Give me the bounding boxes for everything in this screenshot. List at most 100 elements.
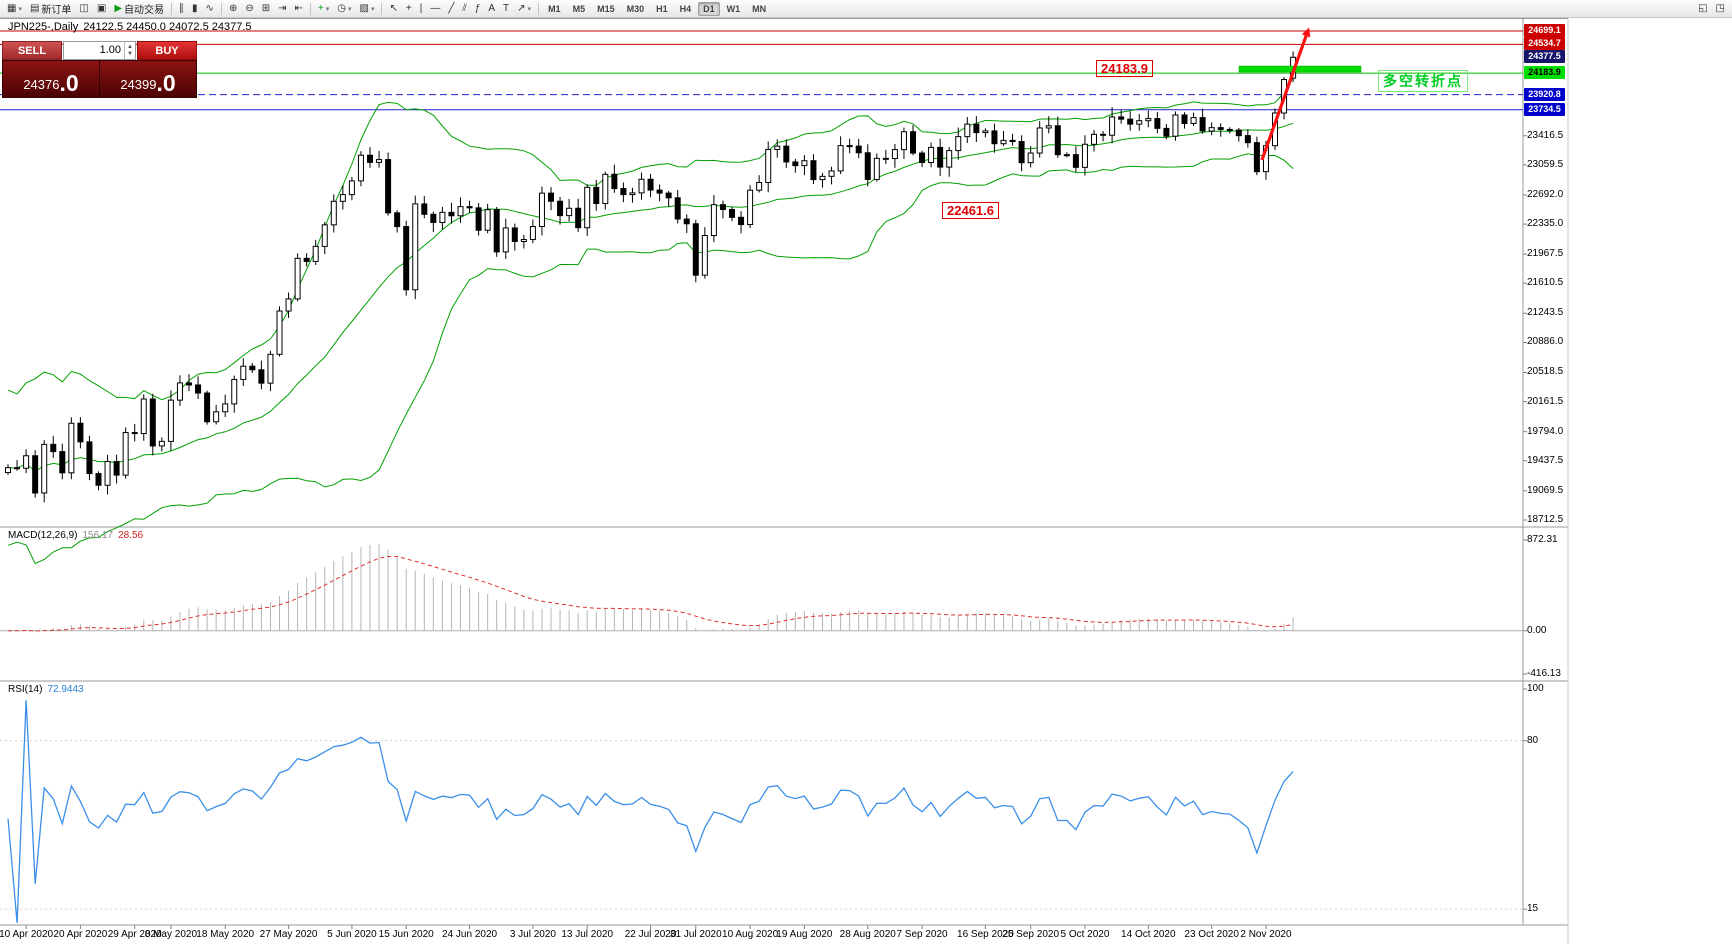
window-menu-button[interactable]: ◳	[1712, 1, 1729, 17]
price-axis-label: 23416.5	[1527, 129, 1564, 141]
stepper-up-icon[interactable]: ▲	[127, 43, 133, 50]
templates-button[interactable]: ▨ ▾	[356, 1, 379, 17]
auto-scroll-button[interactable]: ⇥	[274, 1, 290, 17]
new-order-button[interactable]: ▤ 新订单	[26, 1, 75, 17]
date-axis-label: 27 May 2020	[259, 929, 318, 940]
date-axis-label: 25 Sep 2020	[1002, 929, 1059, 940]
window-restore-button[interactable]: ◱	[1694, 1, 1711, 17]
price-axis-label: 22335.0	[1527, 218, 1564, 230]
tile-windows-button[interactable]: ⊞	[258, 1, 274, 17]
trendline-button[interactable]: ╱	[444, 1, 458, 17]
date-axis-label: 10 Aug 2020	[722, 929, 779, 940]
timeframe-m1-button[interactable]: M1	[548, 3, 561, 14]
text-button[interactable]: A	[484, 1, 499, 17]
price-axis-label: 22692.0	[1527, 188, 1564, 200]
price-axis-label: 19437.5	[1527, 454, 1564, 466]
bar-chart-icon: ∥	[179, 2, 185, 14]
date-axis-label: 28 Aug 2020	[839, 929, 896, 940]
zoom-in-button[interactable]: ⊕	[225, 1, 241, 17]
toolbar-separator	[538, 2, 540, 15]
indicators-icon: +	[317, 2, 324, 14]
new-chart-button[interactable]: ▦ ▾	[3, 1, 26, 17]
macd-axis-label: 0.00	[1527, 624, 1547, 636]
arrows-button[interactable]: ↗ ▾	[513, 1, 535, 17]
date-axis-label: 24 Jun 2020	[442, 929, 498, 940]
fibonacci-button[interactable]: ƒ	[471, 1, 485, 17]
navigator-button[interactable]: ◫	[75, 1, 92, 17]
channel-icon: ⫽	[462, 2, 467, 14]
sell-price-frac: .0	[59, 70, 79, 96]
autotrading-button[interactable]: ▶ 自动交易	[110, 1, 168, 17]
trade-panel-prices: 24376.0 24399.0	[2, 60, 197, 98]
trendline-icon: ╱	[448, 2, 455, 14]
tile-windows-icon: ⊞	[261, 2, 271, 14]
macd-name: MACD(12,26,9)	[8, 530, 78, 541]
date-axis-label: 20 Apr 2020	[53, 929, 108, 940]
date-axis-label: 5 Oct 2020	[1060, 929, 1110, 940]
dropdown-caret-icon[interactable]: ▾	[527, 5, 532, 13]
macd-axis-label: -416.13	[1527, 667, 1561, 679]
toolbar-separator	[171, 2, 173, 15]
toolbar: ▦ ▾ ▤ 新订单 ◫ ▣ ▶ 自动交易 ∥ ▮ ∿ ⊕ ⊖ ⊞ ⇥ ⇤ + ▾ ◷ ▾ ▨ ▾ ↖ + | ― ╱ ⫽ ƒ A T ↗ ▾ M1…	[0, 0, 1732, 18]
timeframe-m30-button[interactable]: M30	[626, 3, 645, 14]
chart-symbol-period: JPN225-,Daily	[8, 21, 79, 33]
indicators-button[interactable]: + ▾	[314, 1, 333, 17]
date-axis-label: 18 May 2020	[196, 929, 255, 940]
volume-input[interactable]: 1.00 ▲ ▼	[63, 41, 136, 60]
fibonacci-icon: ƒ	[474, 2, 481, 14]
templates-icon: ▨	[359, 2, 369, 14]
crosshair-icon: +	[405, 2, 412, 14]
price-axis-label: 18712.5	[1527, 514, 1564, 525]
timeframe-m5-button[interactable]: M5	[572, 3, 586, 14]
zoom-out-icon: ⊖	[245, 2, 254, 14]
crosshair-button[interactable]: +	[402, 1, 416, 17]
dropdown-caret-icon[interactable]: ▾	[18, 5, 22, 13]
horizontal-line-button[interactable]: ―	[426, 1, 444, 17]
price-axis-label: 21967.5	[1527, 248, 1564, 260]
sell-price-main: 24376	[23, 77, 60, 92]
dropdown-caret-icon[interactable]: ▾	[370, 5, 375, 13]
price-annotation-low[interactable]: 22461.6	[942, 202, 999, 219]
channel-button[interactable]: ⫽	[458, 1, 470, 17]
timeframe-m15-button[interactable]: M15	[597, 3, 615, 14]
dropdown-caret-icon[interactable]: ▾	[347, 5, 352, 13]
macd-axis-label: 872.31	[1527, 533, 1558, 545]
price-annotation-high[interactable]: 24183.9	[1096, 60, 1153, 77]
label-button[interactable]: T	[499, 1, 513, 17]
price-level-badge: 24183.9	[1524, 66, 1565, 80]
timeframe-w1-button[interactable]: W1	[726, 3, 741, 14]
bar-chart-button[interactable]: ∥	[175, 1, 188, 17]
price-axis-label: 21243.5	[1527, 307, 1564, 319]
toolbar-separator	[381, 2, 383, 15]
cursor-button[interactable]: ↖	[385, 1, 401, 17]
stepper-down-icon[interactable]: ▼	[127, 50, 133, 57]
rsi-axis-label: 15	[1527, 903, 1539, 915]
zoom-out-button[interactable]: ⊖	[241, 1, 257, 17]
date-axis-label: 31 Jul 2020	[669, 929, 722, 940]
rsi-value: 72.9443	[47, 684, 84, 695]
chart-shift-button[interactable]: ⇤	[291, 1, 307, 17]
volume-stepper[interactable]: ▲ ▼	[124, 42, 135, 59]
line-chart-button[interactable]: ∿	[202, 1, 218, 17]
terminal-button[interactable]: ▣	[93, 1, 110, 17]
dropdown-caret-icon[interactable]: ▾	[325, 5, 330, 13]
turning-point-label[interactable]: 多空转折点	[1378, 70, 1468, 92]
date-axis-label: 10 Apr 2020	[0, 929, 54, 940]
timeframe-h4-button[interactable]: H4	[679, 3, 692, 14]
timeframe-h1-button[interactable]: H1	[656, 3, 668, 14]
timeframe-mn-button[interactable]: MN	[752, 3, 767, 14]
candlestick-chart-button[interactable]: ▮	[188, 1, 202, 17]
buy-price[interactable]: 24399.0	[99, 61, 196, 97]
rsi-indicator-label: RSI(14) 72.9443	[8, 684, 84, 695]
date-axis-label: 5 Jun 2020	[327, 929, 377, 940]
periods-icon: ◷	[337, 2, 346, 14]
periods-button[interactable]: ◷ ▾	[333, 1, 355, 17]
sell-button[interactable]: SELL	[2, 41, 62, 60]
autotrading-icon: ▶	[114, 2, 123, 14]
date-axis-label: 16 Sep 2020	[957, 929, 1014, 940]
sell-price[interactable]: 24376.0	[3, 61, 99, 97]
timeframe-d1-button[interactable]: D1	[698, 1, 720, 16]
buy-button[interactable]: BUY	[137, 41, 197, 60]
vertical-line-button[interactable]: |	[416, 1, 427, 17]
